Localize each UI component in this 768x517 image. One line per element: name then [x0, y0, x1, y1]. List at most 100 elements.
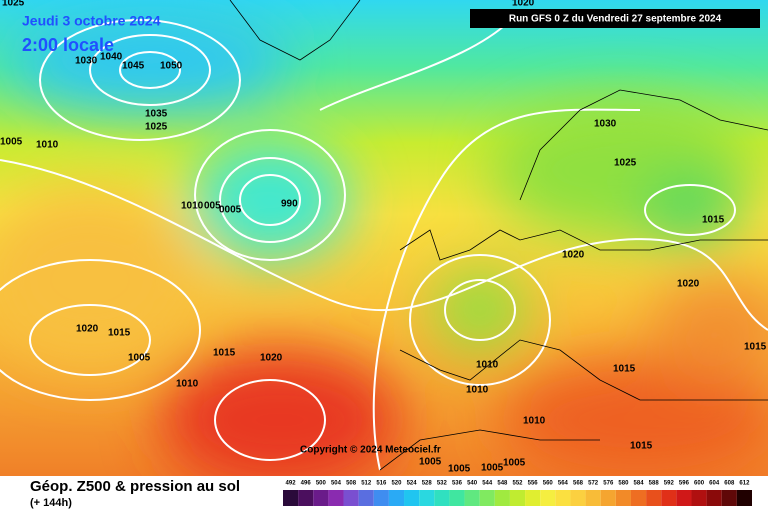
colorbar-swatch: [328, 490, 344, 506]
isobar-label: 1015: [744, 342, 767, 353]
run-label: Run GFS 0 Z du Vendredi 27 septembre 202…: [509, 14, 722, 25]
isobar-label: 1015: [213, 348, 236, 359]
colorbar-swatch: [721, 490, 737, 506]
colorbar-label: 576: [603, 481, 614, 487]
local-time: 2:00 locale: [22, 35, 114, 55]
colorbar-label: 596: [679, 481, 690, 487]
isobar-label: 1025: [2, 0, 25, 9]
colorbar-swatch: [373, 490, 389, 506]
isobar-label: 1005: [481, 463, 504, 474]
lead-time: (+ 144h): [30, 497, 72, 509]
colorbar-label: 552: [512, 481, 523, 487]
colorbar-swatch: [691, 490, 707, 506]
colorbar-swatch: [464, 490, 480, 506]
colorbar-label: 524: [407, 481, 418, 487]
copyright: Copyright © 2024 Meteociel.fr: [300, 445, 441, 456]
colorbar-label: 608: [724, 481, 735, 487]
colorbar-swatch: [570, 490, 586, 506]
colorbar-label: 512: [361, 481, 372, 487]
colorbar-swatch: [494, 490, 510, 506]
isobar-label: 1030: [75, 56, 98, 67]
valid-date: Jeudi 3 octobre 2024: [22, 13, 161, 29]
isobar-label: 1020: [260, 353, 283, 364]
isobar-label: 1025: [145, 122, 168, 133]
colorbar-label: 564: [558, 481, 569, 487]
colorbar-swatch: [540, 490, 556, 506]
colorbar-label: 604: [709, 481, 720, 487]
isobar-label: 1010: [523, 416, 546, 427]
colorbar-swatch: [600, 490, 616, 506]
colorbar-swatch: [358, 490, 374, 506]
colorbar-label: 540: [467, 481, 478, 487]
isobar-label: 1015: [630, 441, 653, 452]
isobar-label: 1005: [0, 137, 23, 148]
isobar-label: 1015: [613, 364, 636, 375]
colorbar-label: 516: [376, 481, 387, 487]
isobar-label: 1035: [145, 109, 168, 120]
isobar-label: 1045: [122, 61, 145, 72]
isobar-label: 1010: [466, 385, 489, 396]
colorbar-swatch: [525, 490, 541, 506]
colorbar-label: 572: [588, 481, 599, 487]
colorbar-label: 600: [694, 481, 705, 487]
colorbar-swatch: [404, 490, 420, 506]
colorbar-label: 592: [664, 481, 675, 487]
isobar-label: 1005: [419, 457, 442, 468]
colorbar-swatch: [630, 490, 647, 506]
colorbar-label: 496: [301, 481, 312, 487]
isobar-label: 1020: [512, 0, 535, 9]
colorbar-swatch: [615, 490, 631, 506]
colorbar-swatch: [283, 490, 299, 506]
isobar-label: 1040: [100, 52, 123, 63]
colorbar-label: 560: [543, 481, 554, 487]
colorbar-label: 492: [286, 481, 297, 487]
colorbar-swatch: [388, 490, 405, 506]
colorbar-swatch: [509, 490, 526, 506]
colorbar-swatch: [343, 490, 359, 506]
colorbar-label: 580: [618, 481, 629, 487]
colorbar-swatch: [449, 490, 465, 506]
isobar-label: 1020: [76, 324, 99, 335]
colorbar-label: 544: [482, 481, 493, 487]
isobar-label: 1015: [702, 215, 725, 226]
colorbar-label: 532: [437, 481, 448, 487]
isobar-label: 0005: [219, 205, 242, 216]
colorbar-label: 528: [422, 481, 433, 487]
isobar-label: 1010: [36, 140, 59, 151]
colorbar-swatch: [585, 490, 601, 506]
isobar-label: 1005: [448, 464, 471, 475]
coastlines: [229, 0, 768, 471]
colorbar-label: 504: [331, 481, 342, 487]
colorbar-swatch: [313, 490, 329, 506]
colorbar-swatch: [555, 490, 571, 506]
colorbar-swatch: [419, 490, 435, 506]
isobar-label: 1025: [614, 158, 637, 169]
isobar-label: 1050: [160, 61, 183, 72]
isobars: [0, 9, 768, 471]
colorbar-label: 508: [346, 481, 357, 487]
legend-title: Géop. Z500 & pression au sol: [30, 478, 240, 495]
colorbar-swatch: [646, 490, 662, 506]
colorbar-label: 612: [739, 481, 750, 487]
isobar-label: 1010: [181, 201, 204, 212]
colorbar-swatch: [298, 490, 314, 506]
colorbar-swatch: [706, 490, 722, 506]
isobar-label: 990: [281, 199, 298, 210]
colorbar-label: 556: [528, 481, 539, 487]
isobar-label: 1010: [476, 360, 499, 371]
colorbar-swatch: [736, 490, 752, 506]
colorbar-swatch: [434, 490, 450, 506]
colorbar-swatch: [676, 490, 692, 506]
map-background: [0, 0, 768, 490]
colorbar-swatch: [661, 490, 677, 506]
run-banner: [470, 9, 760, 28]
colorbar-label: 500: [316, 481, 327, 487]
colorbar-label: 568: [573, 481, 584, 487]
isobar-label: 1015: [108, 328, 131, 339]
isobar-label: 1020: [677, 279, 700, 290]
isobar-label: 005: [204, 201, 221, 212]
isobar-label: 1020: [562, 250, 585, 261]
colorbar-label: 520: [391, 481, 402, 487]
